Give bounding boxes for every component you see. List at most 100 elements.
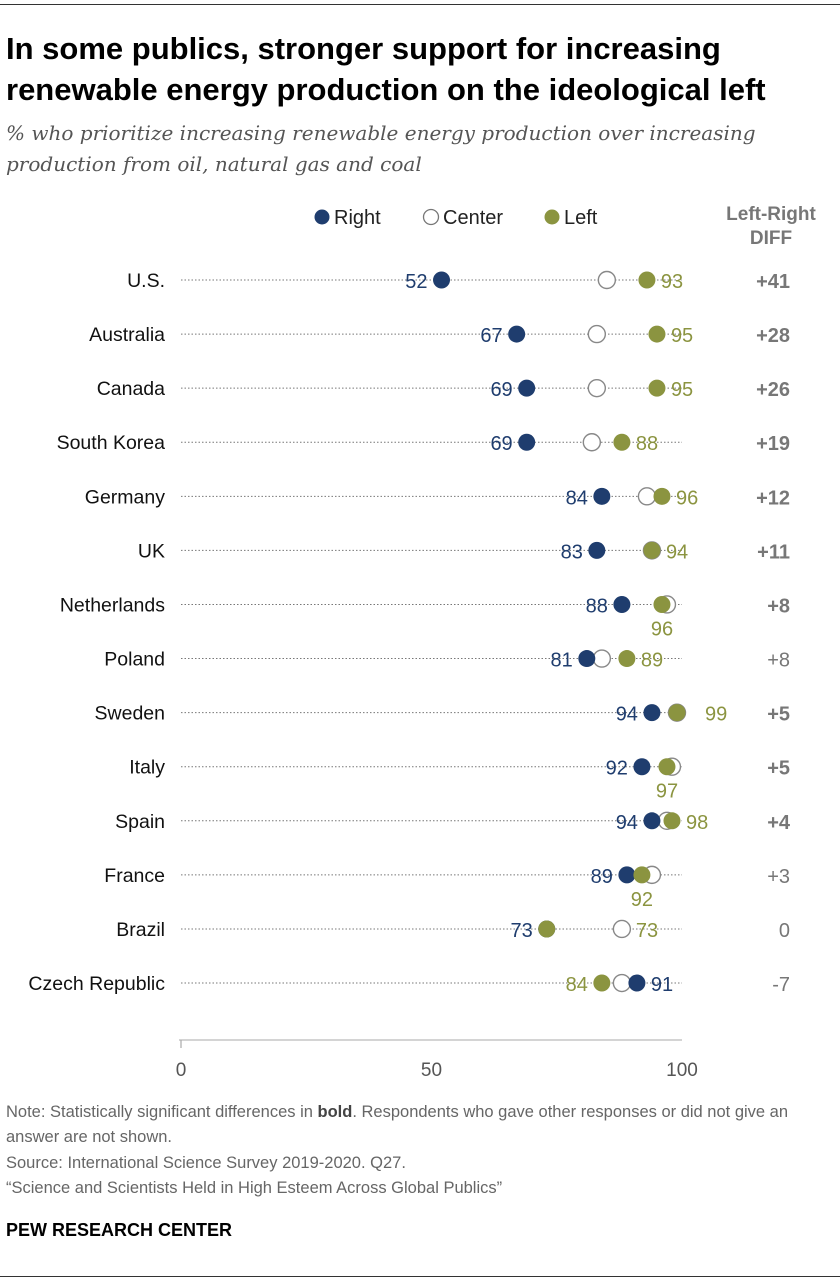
right-value-label: 91 [651, 974, 673, 996]
left-dot [653, 487, 671, 505]
legend-label-right: Right [334, 207, 381, 229]
left-value-label: 97 [656, 781, 678, 803]
right-value-label: 94 [616, 812, 638, 834]
right-dot [643, 812, 661, 830]
left-dot [668, 704, 686, 722]
right-dot [508, 325, 526, 343]
legend-label-center: Center [443, 207, 503, 229]
right-dot [643, 704, 661, 722]
diff-value: +4 [767, 812, 791, 834]
country-label: Sweden [95, 703, 165, 725]
right-dot [588, 541, 606, 559]
country-label: South Korea [57, 432, 166, 454]
right-dot [593, 487, 611, 505]
left-value-label: 95 [671, 325, 693, 347]
country-label: Spain [115, 811, 165, 833]
left-value-label: 96 [676, 487, 698, 509]
country-label: Canada [97, 378, 165, 400]
diff-value: +26 [756, 379, 790, 401]
brand-logo-text: PEW RESEARCH CENTER [6, 1220, 233, 1240]
left-dot [638, 271, 656, 289]
diff-value: +28 [756, 325, 790, 347]
left-value-label: 73 [636, 920, 658, 942]
legend-marker-right [314, 209, 330, 225]
note: Note: Statistically significant differen… [6, 1100, 831, 1150]
bottom-rule [0, 1276, 840, 1277]
right-value-label: 94 [616, 704, 638, 726]
diff-value: 0 [779, 920, 790, 942]
left-dot [648, 325, 666, 343]
diff-value: +12 [756, 487, 790, 509]
diff-value: +8 [767, 595, 790, 617]
diff-header: Left-Right [726, 204, 816, 225]
left-value-label: 96 [651, 618, 673, 640]
left-dot [633, 866, 651, 884]
left-dot [663, 812, 681, 830]
right-value-label: 92 [606, 758, 628, 780]
note-bold: bold [317, 1103, 353, 1121]
source: Source: International Science Survey 201… [6, 1154, 406, 1172]
country-label: Australia [89, 324, 165, 346]
left-value-label: 99 [705, 704, 727, 726]
x-tick-label: 100 [666, 1060, 698, 1081]
left-dot [658, 758, 676, 776]
right-value-label: 89 [591, 866, 613, 888]
report-title: “Science and Scientists Held in High Est… [6, 1179, 503, 1197]
right-value-label: 67 [480, 325, 502, 347]
center-dot [637, 487, 657, 506]
right-value-label: 81 [551, 650, 573, 672]
country-label: Germany [85, 486, 165, 508]
center-dot [597, 270, 617, 290]
center-dot [587, 324, 607, 344]
left-value-label: 89 [641, 650, 663, 672]
x-tick-label: 50 [421, 1060, 442, 1081]
right-dot [618, 866, 636, 884]
chart-title: In some publics, stronger support for in… [6, 31, 766, 107]
diff-value: +8 [767, 650, 790, 672]
chart-subtitle: % who prioritize increasing renewable en… [6, 121, 756, 176]
note-text-2: . Respondents who gave other responses o… [6, 1103, 789, 1146]
left-dot [593, 974, 611, 992]
left-dot [643, 541, 661, 559]
country-label: UK [138, 540, 165, 562]
left-value-label: 98 [686, 812, 708, 834]
diff-value: +41 [756, 271, 790, 293]
country-label: France [104, 865, 165, 887]
left-dot [648, 379, 666, 397]
country-label: Netherlands [60, 594, 165, 616]
diff-value: +5 [767, 704, 790, 726]
legend-marker-center [422, 208, 440, 226]
diff-header: DIFF [750, 228, 792, 249]
right-value-label: 69 [490, 379, 512, 401]
center-dot [582, 433, 602, 452]
left-value-label: 84 [566, 974, 588, 996]
right-dot [433, 271, 451, 289]
country-label: Brazil [116, 919, 165, 941]
left-value-label: 92 [631, 889, 653, 911]
country-label: Poland [104, 649, 165, 671]
country-label: Italy [129, 757, 165, 779]
country-label: U.S. [127, 270, 165, 292]
right-dot [518, 379, 536, 397]
x-tick-label: 0 [176, 1060, 187, 1081]
right-value-label: 52 [405, 271, 427, 293]
diff-value: +11 [757, 541, 790, 563]
right-dot [518, 433, 536, 451]
right-dot [578, 650, 596, 668]
right-value-label: 83 [561, 541, 583, 563]
right-value-label: 84 [566, 487, 588, 509]
left-dot [613, 433, 631, 451]
right-dot [633, 758, 651, 776]
left-value-label: 94 [666, 541, 688, 563]
right-dot [628, 974, 646, 992]
right-value-label: 73 [510, 920, 532, 942]
diff-value: -7 [772, 974, 790, 996]
legend-label-left: Left [564, 207, 598, 229]
note-text: Note: Statistically significant differen… [6, 1103, 318, 1121]
center-dot [612, 973, 632, 993]
center-dot [612, 919, 632, 939]
diff-value: +5 [767, 758, 790, 780]
right-value-label: 88 [586, 595, 608, 617]
